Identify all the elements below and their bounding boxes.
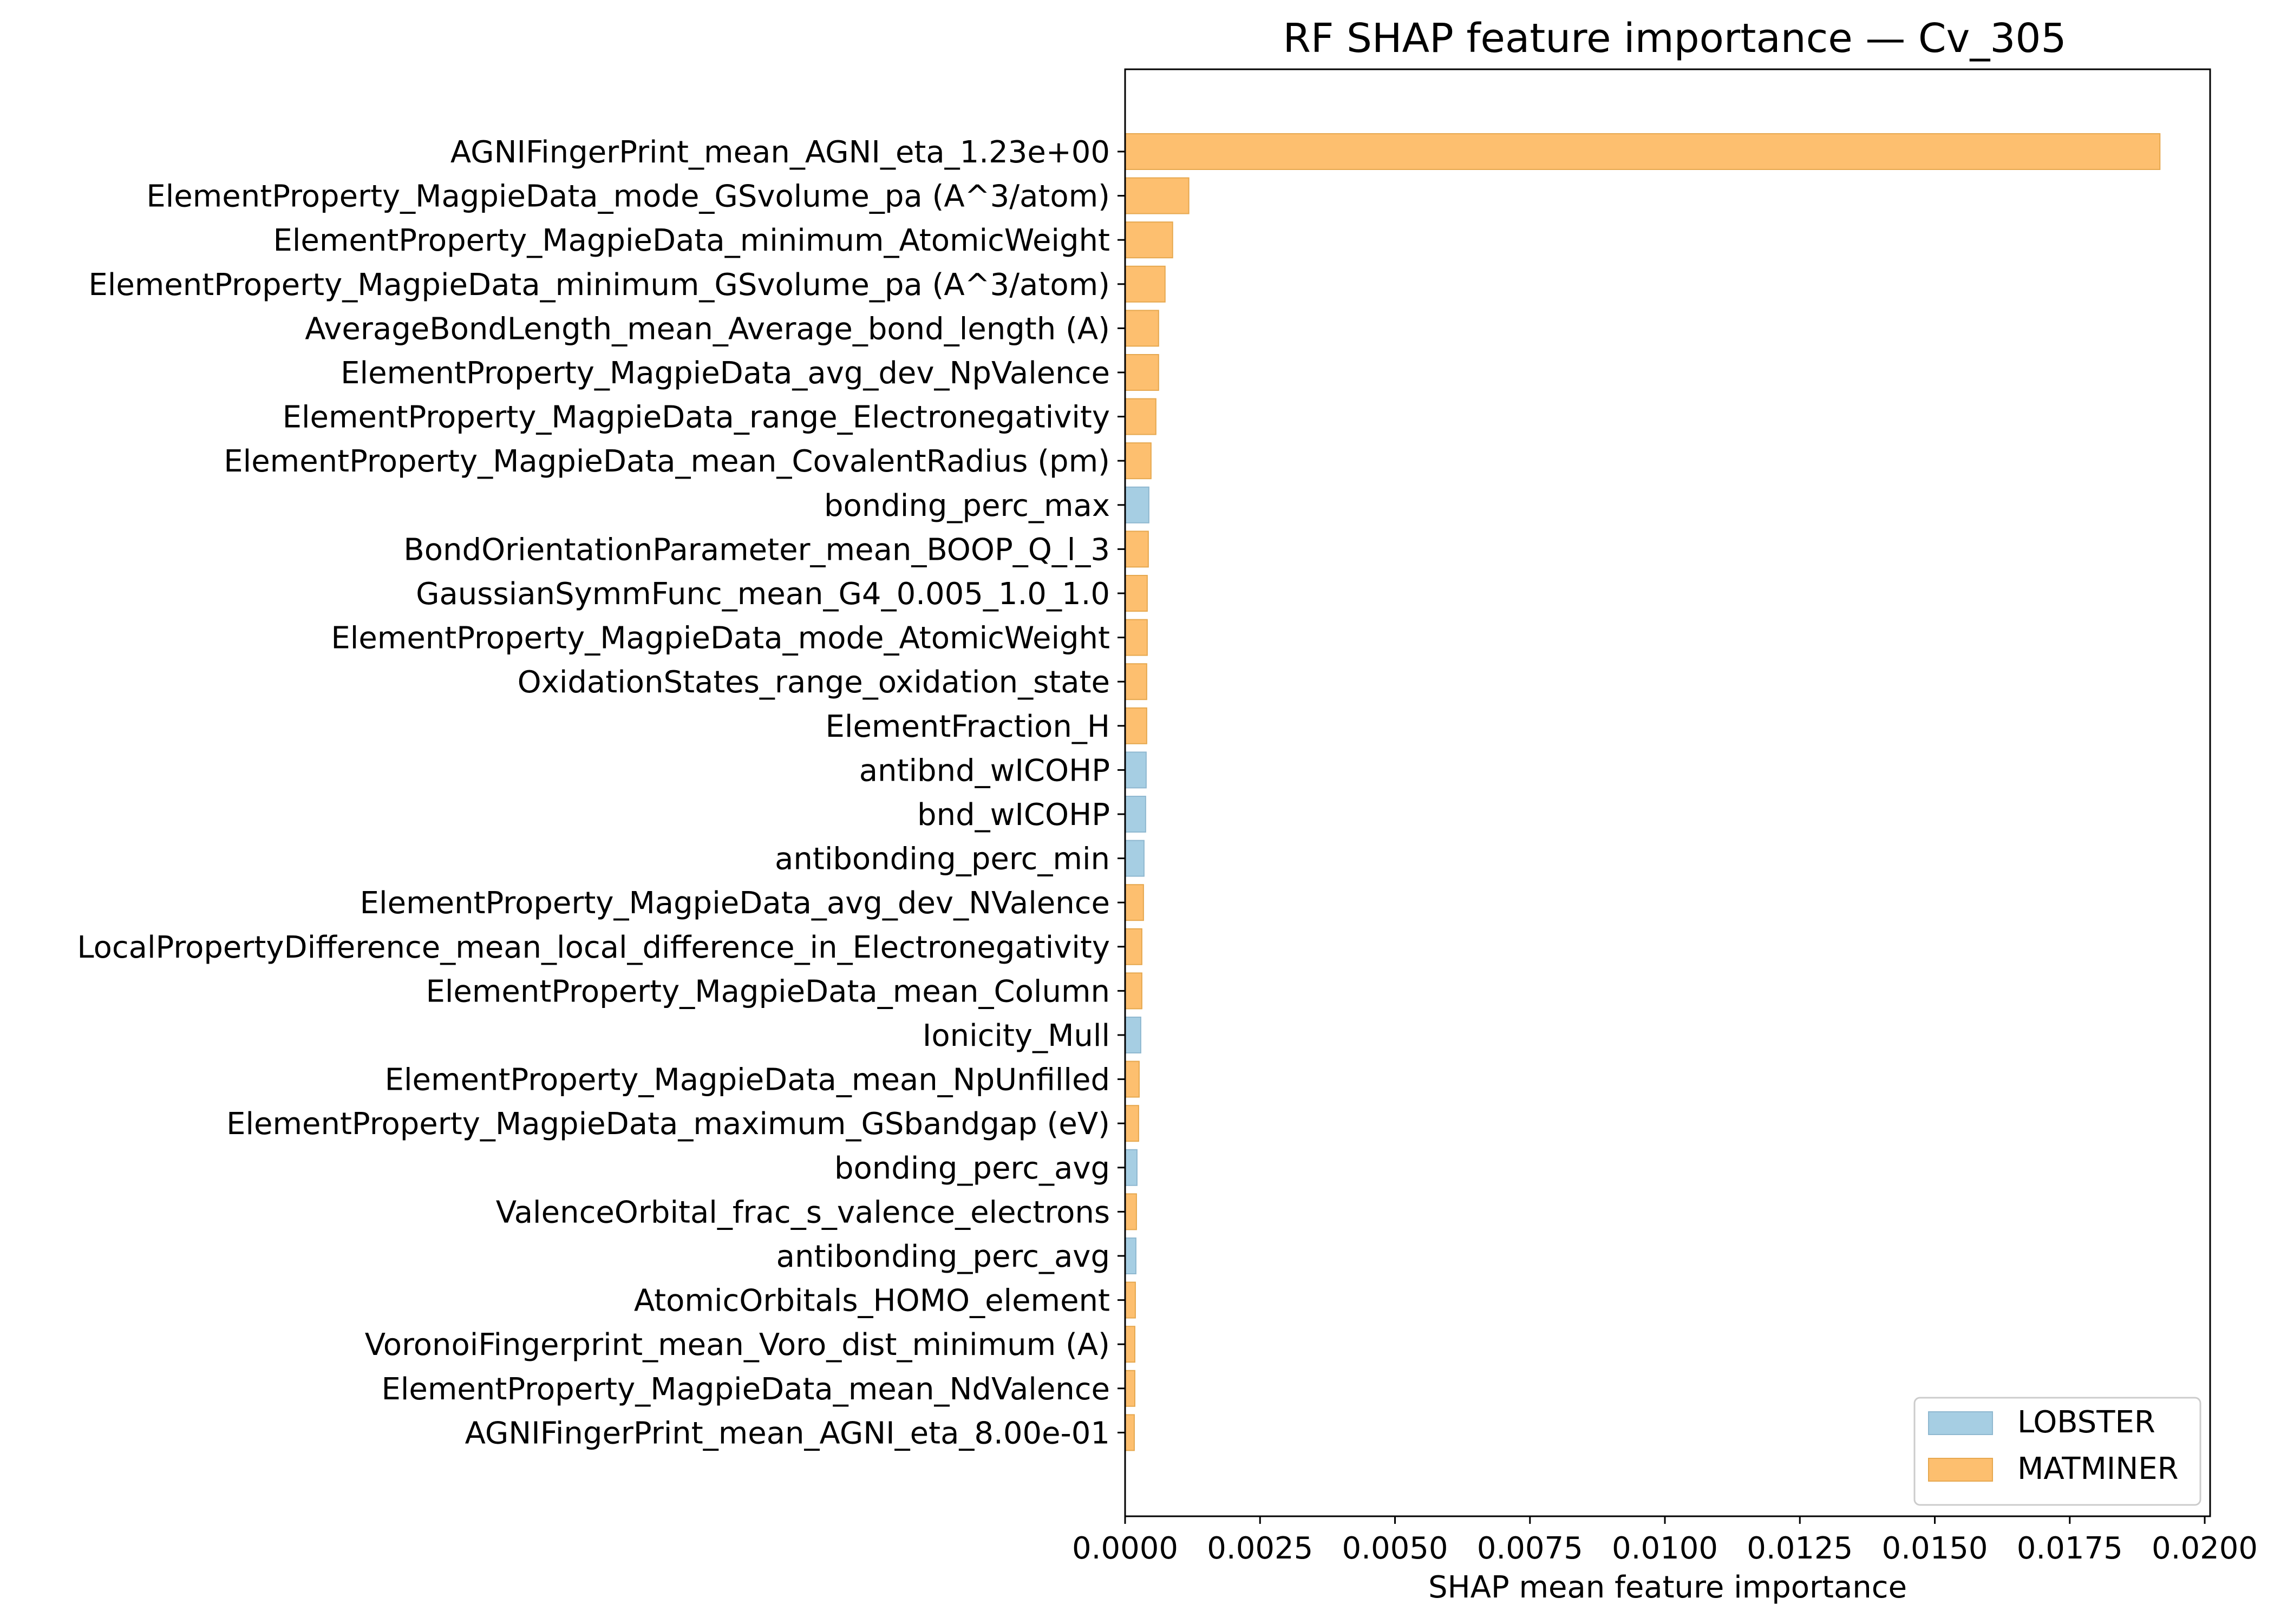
feature-label: ElementProperty_MagpieData_avg_dev_NVale… <box>360 886 1110 921</box>
bar-ionicity-mull <box>1125 1017 1141 1053</box>
feature-label: ElementProperty_MagpieData_minimum_GSvol… <box>88 267 1110 303</box>
legend-label-matminer: MATMINER <box>2017 1451 2179 1487</box>
bar-agnifingerprint-mean-agni-eta-8-00e-01 <box>1125 1414 1135 1451</box>
bar-bnd-wicohp <box>1125 796 1146 833</box>
x-tick-label: 0.0150 <box>1882 1531 1988 1566</box>
bar-elementproperty-magpiedata-mean-column <box>1125 972 1142 1010</box>
x-tick-label: 0.0125 <box>1747 1531 1853 1566</box>
bar-voronoifingerprint-mean-voro-dist-minimum-a <box>1125 1326 1135 1363</box>
x-tick-label: 0.0075 <box>1477 1531 1583 1566</box>
bar-elementproperty-magpiedata-mean-covalentradius-pm <box>1125 442 1152 480</box>
bar-localpropertydifference-mean-local-difference-in-electronegativity <box>1125 928 1142 965</box>
feature-label: ElementProperty_MagpieData_mean_NdValenc… <box>381 1372 1110 1407</box>
bar-elementproperty-magpiedata-mode-atomicweight <box>1125 619 1148 656</box>
feature-label: AGNIFingerPrint_mean_AGNI_eta_8.00e-01 <box>465 1416 1110 1451</box>
bar-elementfraction-h <box>1125 707 1147 744</box>
bar-elementproperty-magpiedata-avg-dev-nvalence <box>1125 884 1144 921</box>
feature-label: antibonding_perc_avg <box>776 1239 1110 1274</box>
feature-label-group: AGNIFingerPrint_mean_AGNI_eta_1.23e+00 El… <box>77 135 1125 1451</box>
feature-label: ElementFraction_H <box>826 709 1110 744</box>
bar-antibonding-perc-min <box>1125 840 1145 877</box>
feature-label: ElementProperty_MagpieData_mean_Column <box>426 974 1110 1009</box>
feature-label: antibonding_perc_min <box>775 842 1110 877</box>
plot-area-frame <box>1124 68 2211 1517</box>
bar-bonding-perc-max <box>1125 486 1149 523</box>
feature-label: LocalPropertyDifference_mean_local_diffe… <box>77 930 1110 965</box>
feature-label: ElementProperty_MagpieData_avg_dev_NpVal… <box>341 356 1110 391</box>
x-tick-label: 0.0200 <box>2152 1531 2258 1566</box>
chart-title: RF SHAP feature importance — Cv_305 <box>1283 15 2066 62</box>
feature-label: bonding_perc_max <box>824 488 1110 523</box>
bar-elementproperty-magpiedata-minimum-gsvolume-pa-a-3-atom <box>1125 265 1166 303</box>
feature-label: bonding_perc_avg <box>834 1151 1110 1186</box>
feature-label: GaussianSymmFunc_mean_G4_0.005_1.0_1.0 <box>416 577 1110 612</box>
feature-label: ElementProperty_MagpieData_mean_Covalent… <box>224 444 1110 479</box>
bar-elementproperty-magpiedata-range-electronegativity <box>1125 398 1156 435</box>
feature-label: ElementProperty_MagpieData_maximum_GSban… <box>226 1106 1110 1142</box>
bar-elementproperty-magpiedata-minimum-atomicweight <box>1125 221 1173 259</box>
x-tick-label: 0.0000 <box>1072 1531 1178 1566</box>
feature-label: AtomicOrbitals_HOMO_element <box>634 1284 1110 1319</box>
feature-label: VoronoiFingerprint_mean_Voro_dist_minimu… <box>365 1327 1110 1363</box>
bar-atomicorbitals-homo-element <box>1125 1281 1136 1319</box>
legend-swatch-lobster <box>1928 1411 1993 1435</box>
legend-swatch-matminer <box>1928 1458 1993 1482</box>
legend-label-lobster: LOBSTER <box>2017 1405 2155 1440</box>
feature-label: ElementProperty_MagpieData_mode_GSvolume… <box>146 179 1110 214</box>
bar-elementproperty-magpiedata-mean-npunfilled <box>1125 1060 1140 1098</box>
x-axis-label: SHAP mean feature importance <box>1428 1570 1907 1605</box>
x-tick-label: 0.0100 <box>1612 1531 1718 1566</box>
x-tick-label: 0.0025 <box>1207 1531 1313 1566</box>
feature-label: BondOrientationParameter_mean_BOOP_Q_l_3 <box>403 532 1110 567</box>
bar-agnifingerprint-mean-agni-eta-1-23e-00 <box>1125 133 2161 170</box>
feature-label: ElementProperty_MagpieData_mode_AtomicWe… <box>331 621 1110 656</box>
bar-group <box>1125 133 2161 1451</box>
feature-label: antibnd_wICOHP <box>859 753 1110 788</box>
bar-elementproperty-magpiedata-mode-gsvolume-pa-a-3-atom <box>1125 177 1190 214</box>
bar-elementproperty-magpiedata-mean-ndvalence <box>1125 1370 1135 1407</box>
bar-valenceorbital-frac-s-valence-electrons <box>1125 1193 1137 1230</box>
legend: LOBSTER MATMINER <box>1913 1397 2201 1506</box>
bar-bonding-perc-avg <box>1125 1149 1138 1186</box>
bar-elementproperty-magpiedata-maximum-gsbandgap-ev <box>1125 1105 1139 1142</box>
x-axis-ticks: 0.0000 0.0025 0.0050 0.0075 0.0100 0.0125 0.01… <box>1072 1516 2258 1566</box>
feature-label: ValenceOrbital_frac_s_valence_electrons <box>496 1195 1110 1230</box>
x-tick-label: 0.0050 <box>1342 1531 1448 1566</box>
bar-antibnd-wicohp <box>1125 751 1147 789</box>
feature-label: AverageBondLength_mean_Average_bond_leng… <box>305 311 1110 346</box>
bar-oxidationstates-range-oxidation-state <box>1125 663 1147 700</box>
feature-label: AGNIFingerPrint_mean_AGNI_eta_1.23e+00 <box>450 135 1110 170</box>
bar-antibonding-perc-avg <box>1125 1237 1136 1274</box>
feature-label: bnd_wICOHP <box>917 797 1110 833</box>
bar-bondorientationparameter-mean-boop-q-l-3 <box>1125 531 1149 568</box>
bar-elementproperty-magpiedata-avg-dev-npvalence <box>1125 354 1159 391</box>
bar-averagebondlength-mean-average-bond-length-a <box>1125 310 1159 347</box>
feature-label: ElementProperty_MagpieData_minimum_Atomi… <box>273 223 1110 258</box>
x-tick-label: 0.0175 <box>2017 1531 2123 1566</box>
feature-label: OxidationStates_range_oxidation_state <box>518 665 1110 700</box>
feature-label: Ionicity_Mull <box>923 1018 1110 1053</box>
bar-gaussiansymmfunc-mean-g4-0-005-1-0-1-0 <box>1125 575 1148 612</box>
feature-label: ElementProperty_MagpieData_mean_NpUnfill… <box>385 1063 1110 1098</box>
feature-label: ElementProperty_MagpieData_range_Electro… <box>283 400 1110 435</box>
